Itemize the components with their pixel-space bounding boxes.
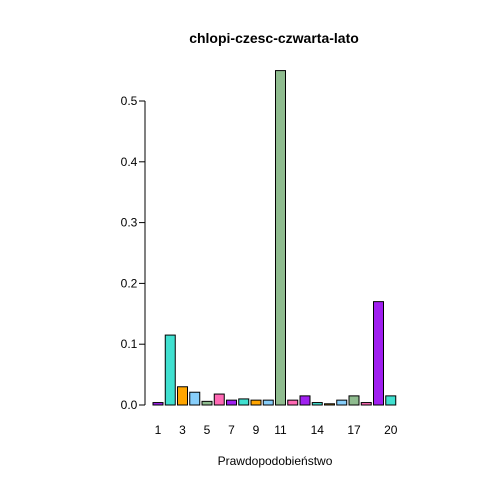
bar-6 (213, 393, 225, 406)
x-tick-label: 7 (228, 423, 235, 437)
y-tick-label: 0.1 (121, 337, 138, 351)
y-tick-label: 0.0 (121, 398, 138, 412)
bar-15 (324, 403, 335, 406)
y-tick-label: 0.2 (121, 276, 138, 290)
bar-1 (152, 402, 164, 406)
x-axis-labels: 1 3 5 7 9 11 14 17 20 (155, 423, 398, 437)
x-tick-label: 5 (204, 423, 211, 437)
bar-13 (299, 395, 311, 406)
bar-16 (336, 399, 348, 406)
bar-18 (360, 402, 372, 406)
x-tick-label: 11 (274, 423, 287, 437)
bar-4 (189, 391, 201, 406)
bar-7 (226, 399, 237, 406)
bar-9 (250, 399, 262, 406)
bar-20 (385, 395, 397, 406)
x-tick-label: 3 (179, 423, 186, 437)
x-tick-label: 9 (253, 423, 260, 437)
bars (152, 70, 397, 406)
x-tick-label: 17 (347, 423, 361, 437)
bar-19 (373, 301, 384, 406)
bar-14 (311, 402, 323, 406)
y-tick-label: 0.4 (121, 155, 138, 169)
bar-3 (177, 386, 188, 406)
y-tick-label: 0.3 (121, 216, 138, 230)
x-tick-label: 14 (311, 423, 325, 437)
bar-12 (287, 399, 299, 406)
bar-5 (201, 400, 213, 406)
y-axis: 0.0 0.1 0.2 0.3 0.4 0.5 (121, 94, 145, 412)
bar-10 (262, 399, 274, 406)
x-tick-label: 1 (155, 423, 162, 437)
y-tick-label: 0.5 (121, 94, 138, 108)
chart-title: chlopi-czesc-czwarta-lato (189, 30, 359, 46)
bar-17 (348, 395, 360, 406)
bar-8 (238, 398, 250, 406)
x-axis-label: Prawdopodobieństwo (218, 454, 333, 468)
bar-11 (275, 70, 286, 406)
bar-2 (164, 334, 176, 406)
x-tick-label: 20 (384, 423, 398, 437)
